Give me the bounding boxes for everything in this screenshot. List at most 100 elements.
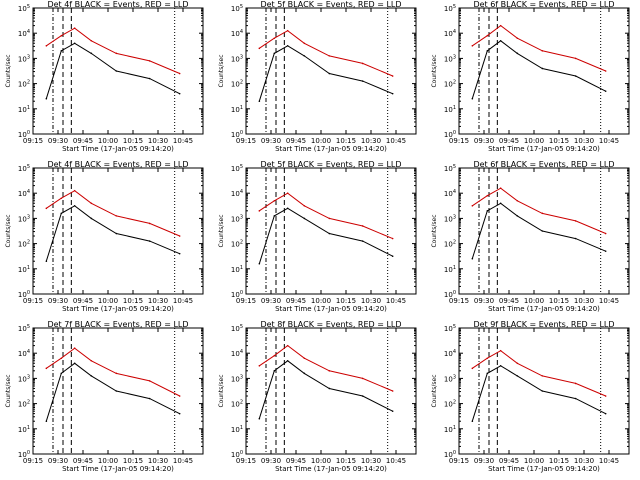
y-tick-label: 105 (444, 164, 456, 173)
events-point (391, 255, 394, 257)
y-tick-label: 105 (231, 4, 243, 13)
x-tick-label: 10:15 (123, 457, 143, 465)
x-tick-label: 10:15 (336, 297, 356, 305)
y-tick-label: 100 (444, 450, 456, 459)
events-point (499, 365, 502, 367)
y-tick-label: 101 (231, 105, 243, 114)
chart-title: Det 4f BLACK = Events, RED = LLD (47, 0, 188, 9)
x-tick-label: 09:45 (286, 137, 306, 145)
events-point (115, 390, 118, 392)
lld-point (258, 210, 261, 212)
lld-point (541, 375, 544, 377)
lld-series-line (472, 24, 606, 72)
events-point (486, 50, 489, 52)
chart-panel-9: Det 9f BLACK = Events, RED = LLD 100 101 10… (431, 320, 630, 473)
y-tick-label: 103 (18, 374, 30, 383)
y-tick-label: 103 (231, 374, 243, 383)
x-tick-label: 10:00 (524, 297, 544, 305)
events-point (148, 240, 151, 242)
lld-point (258, 365, 261, 367)
y-axis-label: Counts/sec (218, 214, 225, 247)
x-tick-label: 10:15 (123, 137, 143, 145)
y-tick-label: 102 (444, 80, 456, 89)
lld-point (303, 357, 306, 360)
x-tick-label: 10:00 (98, 297, 118, 305)
y-tick-label: 103 (444, 54, 456, 63)
x-tick-label: 10:00 (524, 137, 544, 145)
x-tick-label: 10:15 (549, 457, 569, 465)
events-point (258, 100, 261, 103)
lld-point (90, 39, 93, 42)
x-tick-label: 10:45 (599, 137, 619, 145)
lld-series-line (46, 27, 180, 74)
x-tick-label: 10:45 (599, 457, 619, 465)
y-tick-label: 101 (231, 265, 243, 274)
x-tick-label: 09:30 (261, 297, 281, 305)
y-tick-label: 104 (444, 349, 456, 358)
plot-frame (245, 167, 417, 295)
x-tick-label: 09:30 (474, 137, 494, 145)
lld-point (541, 212, 544, 215)
events-point (60, 212, 63, 215)
x-tick-label: 09:45 (499, 457, 519, 465)
chart-title: Det 8f BLACK = Events, RED = LLD (260, 320, 401, 329)
x-tick-label: 10:00 (311, 457, 331, 465)
plot-frame (458, 7, 630, 135)
x-tick-label: 09:45 (73, 297, 93, 305)
plot-frame (32, 167, 204, 295)
y-axis-label: Counts/sec (431, 54, 438, 87)
events-point (574, 237, 577, 240)
lld-point (273, 354, 276, 357)
x-axis-label: Start Time (17-Jan-05 09:14:20) (488, 465, 600, 473)
events-point (45, 420, 48, 423)
y-tick-label: 100 (444, 290, 456, 299)
events-point (391, 410, 394, 412)
lld-point (516, 199, 519, 202)
events-point (303, 55, 306, 57)
x-tick-label: 09:15 (236, 457, 256, 465)
x-tick-label: 09:15 (449, 137, 469, 145)
events-point (361, 80, 364, 82)
lld-point (361, 377, 364, 380)
lld-point (286, 344, 289, 347)
lld-point (178, 72, 181, 75)
lld-point (115, 52, 118, 55)
events-point (273, 52, 276, 55)
y-tick-label: 105 (444, 324, 456, 333)
x-tick-label: 10:45 (386, 457, 406, 465)
x-tick-label: 10:45 (599, 297, 619, 305)
lld-point (471, 205, 474, 207)
x-tick-label: 10:30 (574, 457, 594, 465)
x-tick-label: 10:30 (361, 137, 381, 145)
events-point (148, 397, 151, 400)
lld-point (178, 395, 181, 397)
y-tick-label: 100 (444, 130, 456, 139)
chart-panel-2: Det 5f BLACK = Events, RED = LLD 100 101 10… (218, 0, 417, 153)
lld-point (604, 70, 607, 72)
lld-point (604, 232, 607, 235)
lld-point (148, 60, 151, 62)
events-point (60, 372, 63, 375)
plot-frame (458, 167, 630, 295)
lld-point (60, 357, 63, 360)
y-tick-label: 101 (444, 105, 456, 114)
lld-point (148, 380, 151, 382)
y-tick-label: 102 (444, 400, 456, 409)
x-axis-label: Start Time (17-Jan-05 09:14:20) (488, 305, 600, 313)
x-tick-label: 10:45 (386, 137, 406, 145)
events-point (471, 420, 474, 423)
y-tick-label: 103 (231, 214, 243, 223)
plot-frame (245, 327, 417, 455)
lld-point (328, 217, 331, 220)
y-axis-label: Counts/sec (431, 374, 438, 407)
x-tick-label: 09:45 (499, 137, 519, 145)
lld-point (391, 75, 394, 77)
chart-title: Det 4f BLACK = Events, RED = LLD (47, 160, 188, 169)
y-tick-label: 104 (18, 189, 30, 198)
y-axis-label: Counts/sec (431, 214, 438, 247)
lld-point (178, 235, 181, 237)
events-point (391, 92, 394, 95)
lld-point (45, 45, 48, 47)
x-tick-label: 10:30 (361, 457, 381, 465)
x-tick-label: 10:45 (173, 137, 193, 145)
